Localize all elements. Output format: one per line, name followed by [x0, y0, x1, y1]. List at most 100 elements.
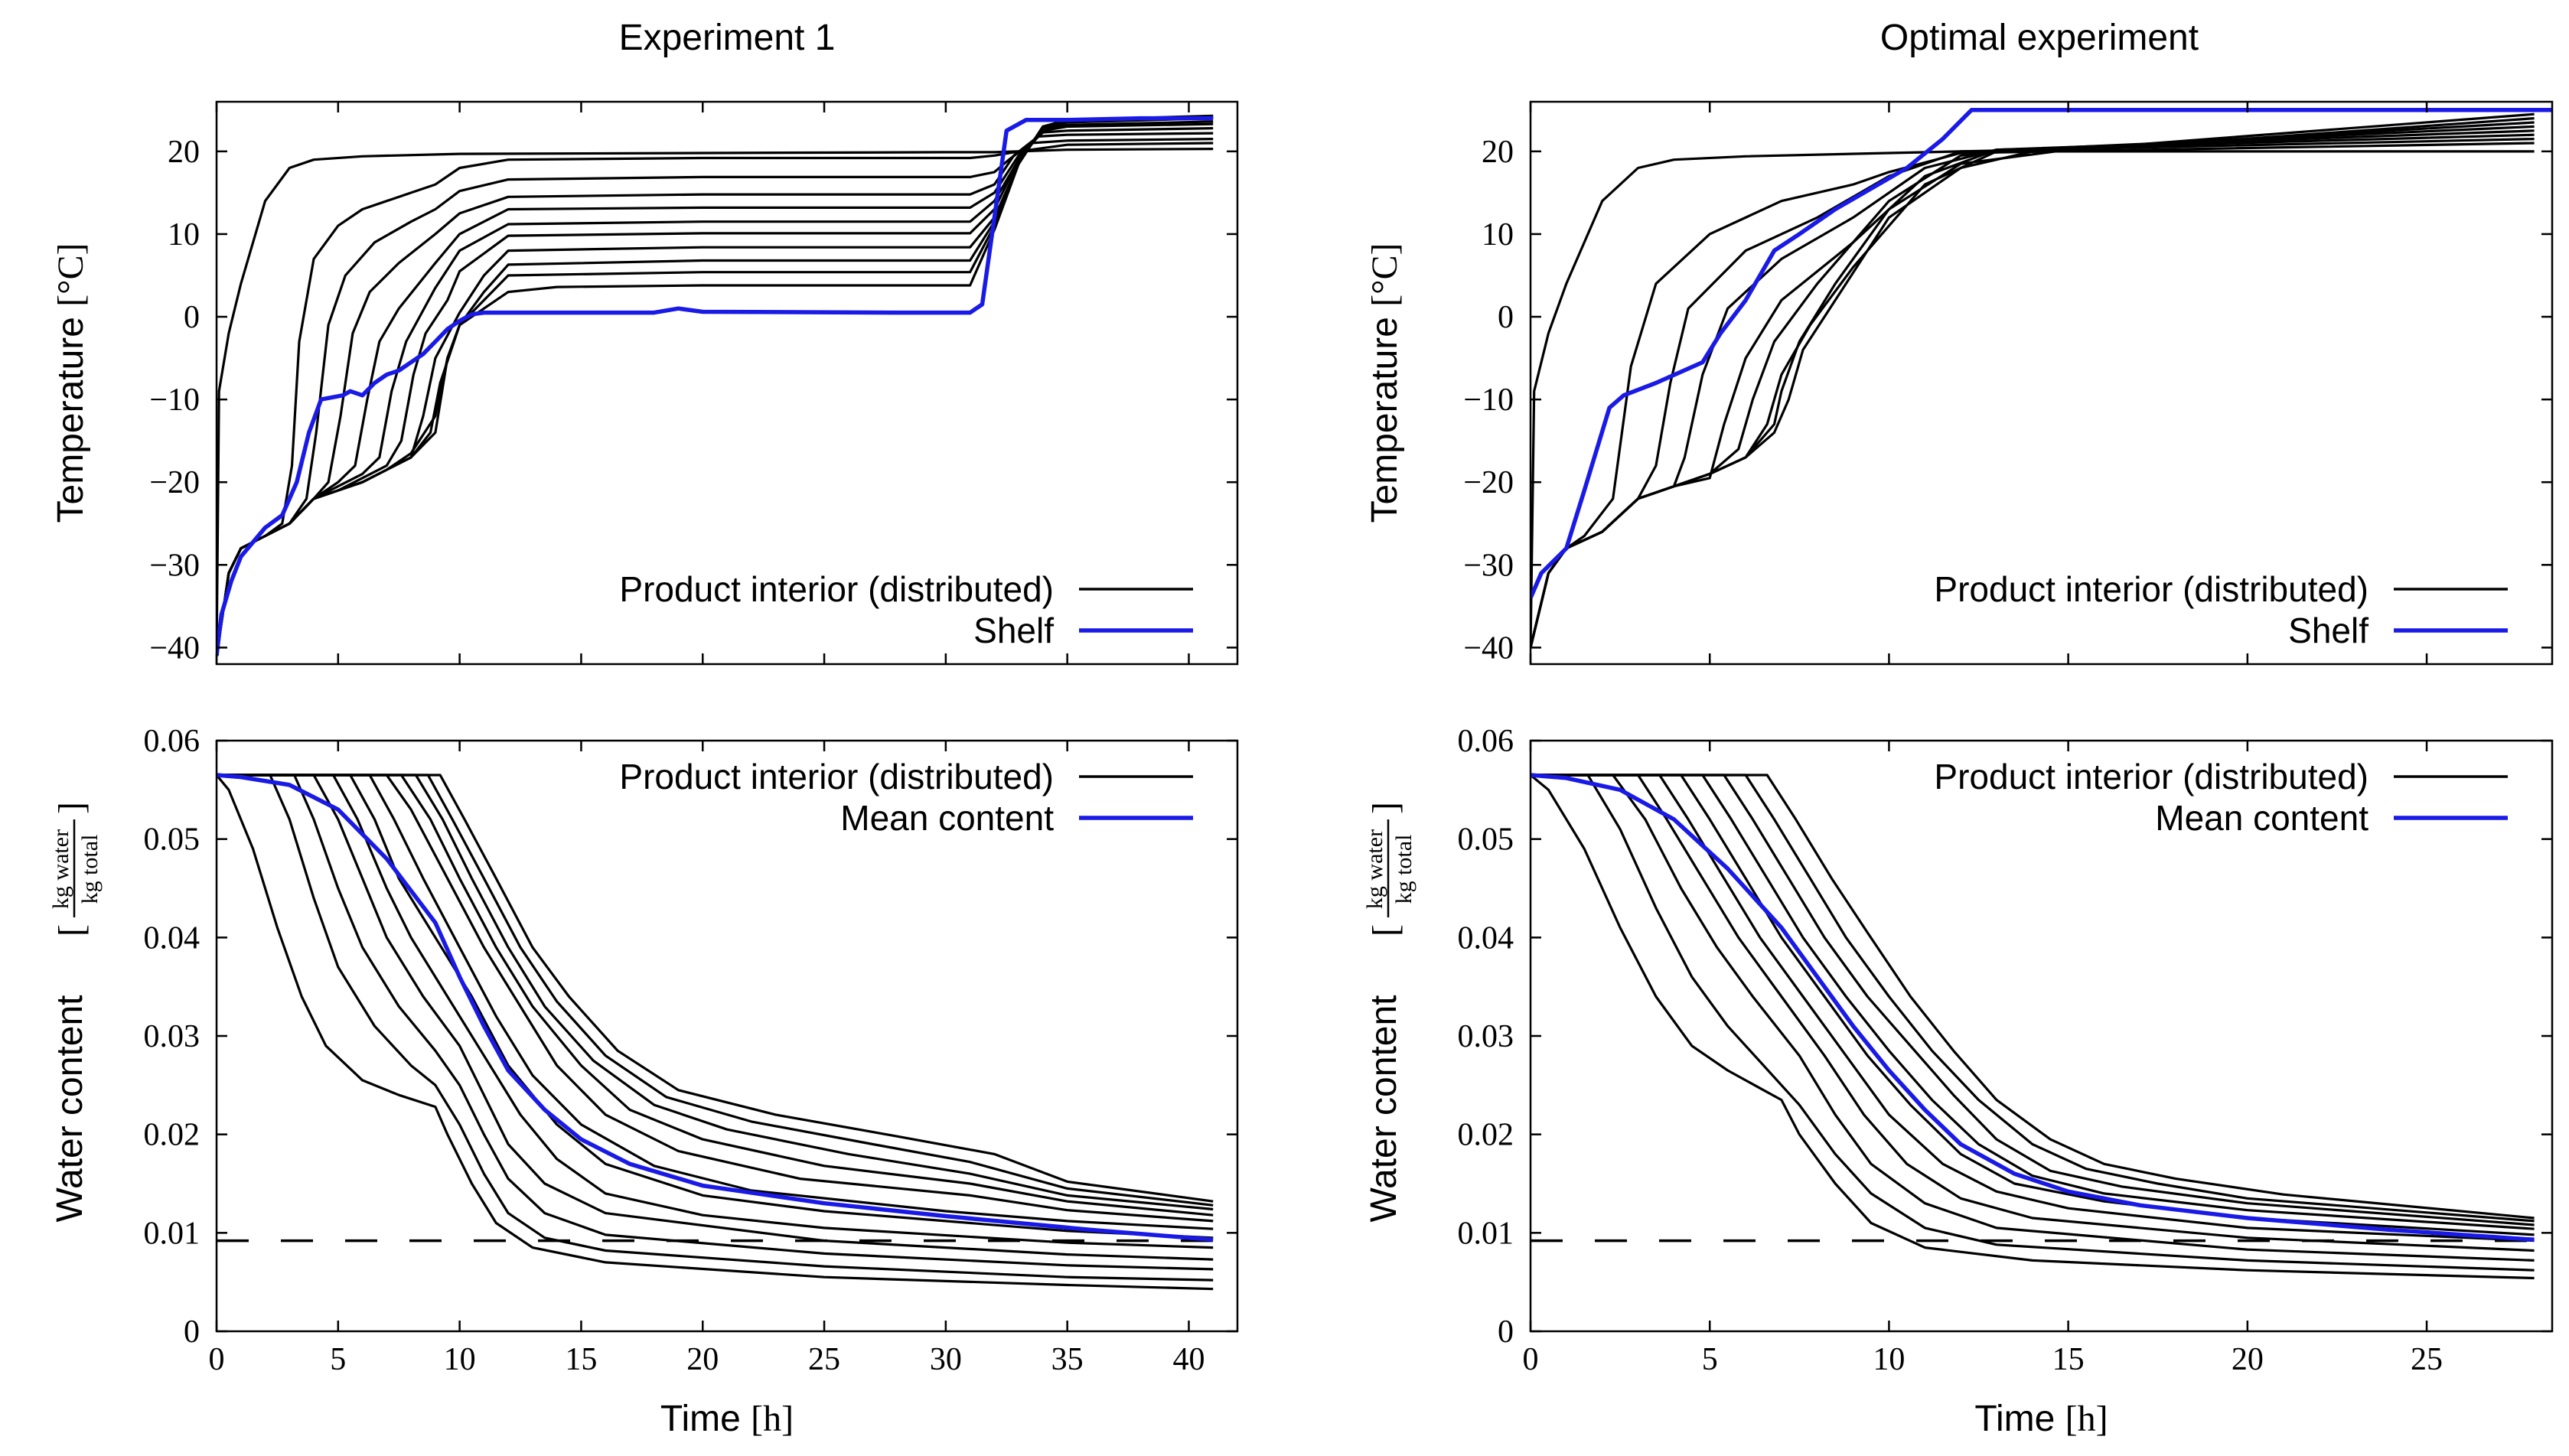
product-interior-line-8 [1531, 117, 2535, 648]
x-tick-label: 10 [444, 1342, 476, 1377]
legend-product-label: Product interior (distributed) [1934, 757, 2369, 796]
product-interior-line-10 [217, 774, 1214, 1211]
series-group [1531, 773, 2552, 1280]
series-group [217, 773, 1237, 1291]
panel-exp1-temperature: Experiment 1 −40 −30 −20 −10 0 10 20 Temperatur… [51, 18, 1239, 666]
y-tick-label: 0 [1498, 1314, 1514, 1350]
x-axis-label: Time [h] [1974, 1399, 2108, 1439]
x-tick-label: 0 [1523, 1342, 1539, 1377]
y-tick-label: 0.04 [1458, 920, 1514, 956]
series-group [217, 114, 1214, 656]
legend-shelf-label: Shelf [973, 611, 1054, 650]
x-tick-label: 40 [1172, 1342, 1205, 1377]
product-interior-line-2 [217, 774, 1214, 1282]
y-tick-label: −30 [149, 548, 200, 583]
unit-denominator: kg total [77, 835, 103, 904]
product-interior-line-6 [1531, 774, 2535, 1236]
y-tick-label: 10 [1482, 217, 1514, 252]
y-tick-label: 10 [168, 217, 200, 252]
y-tick-label: 0.03 [144, 1019, 200, 1054]
product-interior-line-9 [1531, 112, 2535, 648]
unit-denominator: kg total [1391, 835, 1417, 904]
product-interior-line-9 [1531, 774, 2535, 1223]
panel-opt-water: 0 5 10 15 20 25 0 0.01 0.02 0.03 0.04 0.05 0.06 Water… [1362, 724, 2554, 1439]
y-tick-label: −10 [1463, 383, 1514, 418]
y-tick-label: −30 [1463, 548, 1514, 583]
opt-water-plot: 0 5 10 15 20 25 0 0.01 0.02 0.03 0.04 0.05 0.06 Water… [1362, 724, 2554, 1439]
y-tick-label: 0.06 [1458, 724, 1514, 759]
legend-product-label: Product interior (distributed) [619, 757, 1054, 796]
y-axis-label-text: Water content [1364, 995, 1404, 1222]
legend-shelf-label: Shelf [2288, 611, 2369, 650]
legend: Product interior (distributed)Mean conte… [619, 757, 1193, 838]
y-tick-label: 0.01 [144, 1216, 200, 1251]
legend: Product interior (distributed)Shelf [1934, 569, 2508, 650]
y-tick-label: −20 [1463, 465, 1514, 500]
plot-frame [215, 100, 1239, 666]
product-interior-line-1 [1531, 150, 2535, 648]
product-interior-line-11 [217, 114, 1214, 656]
x-tick-label: 20 [686, 1342, 719, 1377]
title-experiment-1: Experiment 1 [619, 18, 836, 58]
x-axis-label: Time [h] [660, 1399, 794, 1439]
mean-content-line [217, 773, 1214, 1243]
shelf-line [1531, 108, 2552, 599]
y-tick-label: 0.02 [1458, 1118, 1514, 1153]
product-interior-line-7 [217, 774, 1214, 1230]
x-tick-label: 10 [1873, 1342, 1905, 1377]
y-tick-label: 0 [184, 1314, 200, 1350]
product-interior-line-6 [217, 774, 1214, 1239]
panel-opt-temperature: Optimal experiment −40 −30 −20 −10 0 10 20 Temp… [1364, 18, 2554, 666]
y-tick-label: 0.04 [144, 920, 200, 956]
y-tick-label: 0.05 [144, 822, 200, 858]
product-interior-line-3 [217, 774, 1214, 1271]
y-tick-label: 0.05 [1458, 822, 1514, 858]
x-tick-label: 15 [565, 1342, 597, 1377]
mean-content-line [1531, 773, 2535, 1243]
y-tick-label: 0.03 [1458, 1019, 1514, 1054]
y-tick-label: 20 [1482, 135, 1514, 170]
x-tick-label: 5 [330, 1342, 346, 1377]
unit-numerator: kg water [48, 829, 73, 909]
product-interior-line-5 [217, 774, 1214, 1249]
y-tick-label: 0.06 [144, 724, 200, 759]
y-tick-label: −10 [149, 383, 200, 418]
y-tick-label: −20 [149, 465, 200, 500]
legend-mean-label: Mean content [840, 798, 1054, 838]
legend-mean-label: Mean content [2155, 798, 2369, 838]
series-group [1531, 108, 2552, 648]
x-tick-label: 30 [930, 1342, 962, 1377]
product-interior-line-10 [1531, 774, 2535, 1220]
unit-numerator: kg water [1362, 829, 1387, 909]
product-interior-line-8 [1531, 774, 2535, 1226]
product-interior-line-4 [1531, 774, 2535, 1252]
bracket-close: ] [51, 802, 92, 814]
product-interior-line-1 [1531, 774, 2535, 1280]
x-tick-label: 5 [1702, 1342, 1718, 1377]
title-optimal-experiment: Optimal experiment [1880, 18, 2199, 58]
bracket-open: [ [51, 924, 92, 936]
plot-frame [1529, 100, 2554, 666]
y-tick-label: 0 [1498, 300, 1514, 335]
legend-product-label: Product interior (distributed) [1934, 569, 2369, 609]
opt-temperature-plot: −40 −30 −20 −10 0 10 20 Temperature [°C] Product… [1364, 100, 2554, 666]
y-axis-label-text: Water content [50, 995, 90, 1222]
product-interior-line-3 [1531, 774, 2535, 1262]
x-tick-label: 0 [209, 1342, 225, 1377]
exp1-temperature-plot: −40 −30 −20 −10 0 10 20 Temperature [°C] Product… [51, 100, 1239, 666]
y-axis-label: Water content [ kg water kg total] [48, 802, 103, 1223]
legend-product-label: Product interior (distributed) [619, 569, 1054, 609]
y-axis-label: Temperature [°C] [1364, 243, 1405, 523]
product-interior-line-4 [217, 774, 1214, 1261]
product-interior-line-9 [217, 774, 1214, 1217]
panel-exp1-water: 0 5 10 15 20 25 30 35 40 0 0.01 0.02 0.03 0.04 0.05 0.0… [48, 724, 1239, 1439]
y-axis-label: Temperature [°C] [51, 243, 91, 523]
product-interior-line-7 [1531, 774, 2535, 1230]
product-interior-line-5 [1531, 774, 2535, 1243]
shelf-line [217, 116, 1214, 656]
bracket-close: ] [1365, 802, 1406, 814]
exp1-water-plot: 0 5 10 15 20 25 30 35 40 0 0.01 0.02 0.03 0.04 0.05 0.0… [48, 724, 1239, 1439]
legend: Product interior (distributed)Shelf [619, 569, 1193, 650]
product-interior-line-12 [217, 774, 1214, 1203]
product-interior-line-2 [1531, 774, 2535, 1272]
